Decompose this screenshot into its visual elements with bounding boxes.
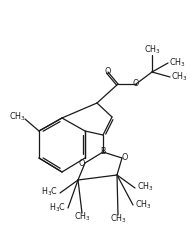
Text: CH$_3$: CH$_3$ <box>171 71 187 83</box>
Text: CH$_3$: CH$_3$ <box>137 181 153 193</box>
Text: O: O <box>122 154 128 163</box>
Text: H$_3$C: H$_3$C <box>49 202 67 214</box>
Text: O: O <box>79 159 85 168</box>
Text: CH$_3$: CH$_3$ <box>135 199 152 211</box>
Text: H$_3$C: H$_3$C <box>42 186 59 198</box>
Text: CH$_3$: CH$_3$ <box>74 211 90 223</box>
Text: CH$_3$: CH$_3$ <box>144 44 160 56</box>
Text: B: B <box>100 146 106 155</box>
Text: O: O <box>105 67 111 76</box>
Text: CH$_3$: CH$_3$ <box>110 213 126 225</box>
Text: CH$_3$: CH$_3$ <box>9 111 25 123</box>
Text: O: O <box>133 78 139 87</box>
Text: CH$_3$: CH$_3$ <box>169 57 185 69</box>
